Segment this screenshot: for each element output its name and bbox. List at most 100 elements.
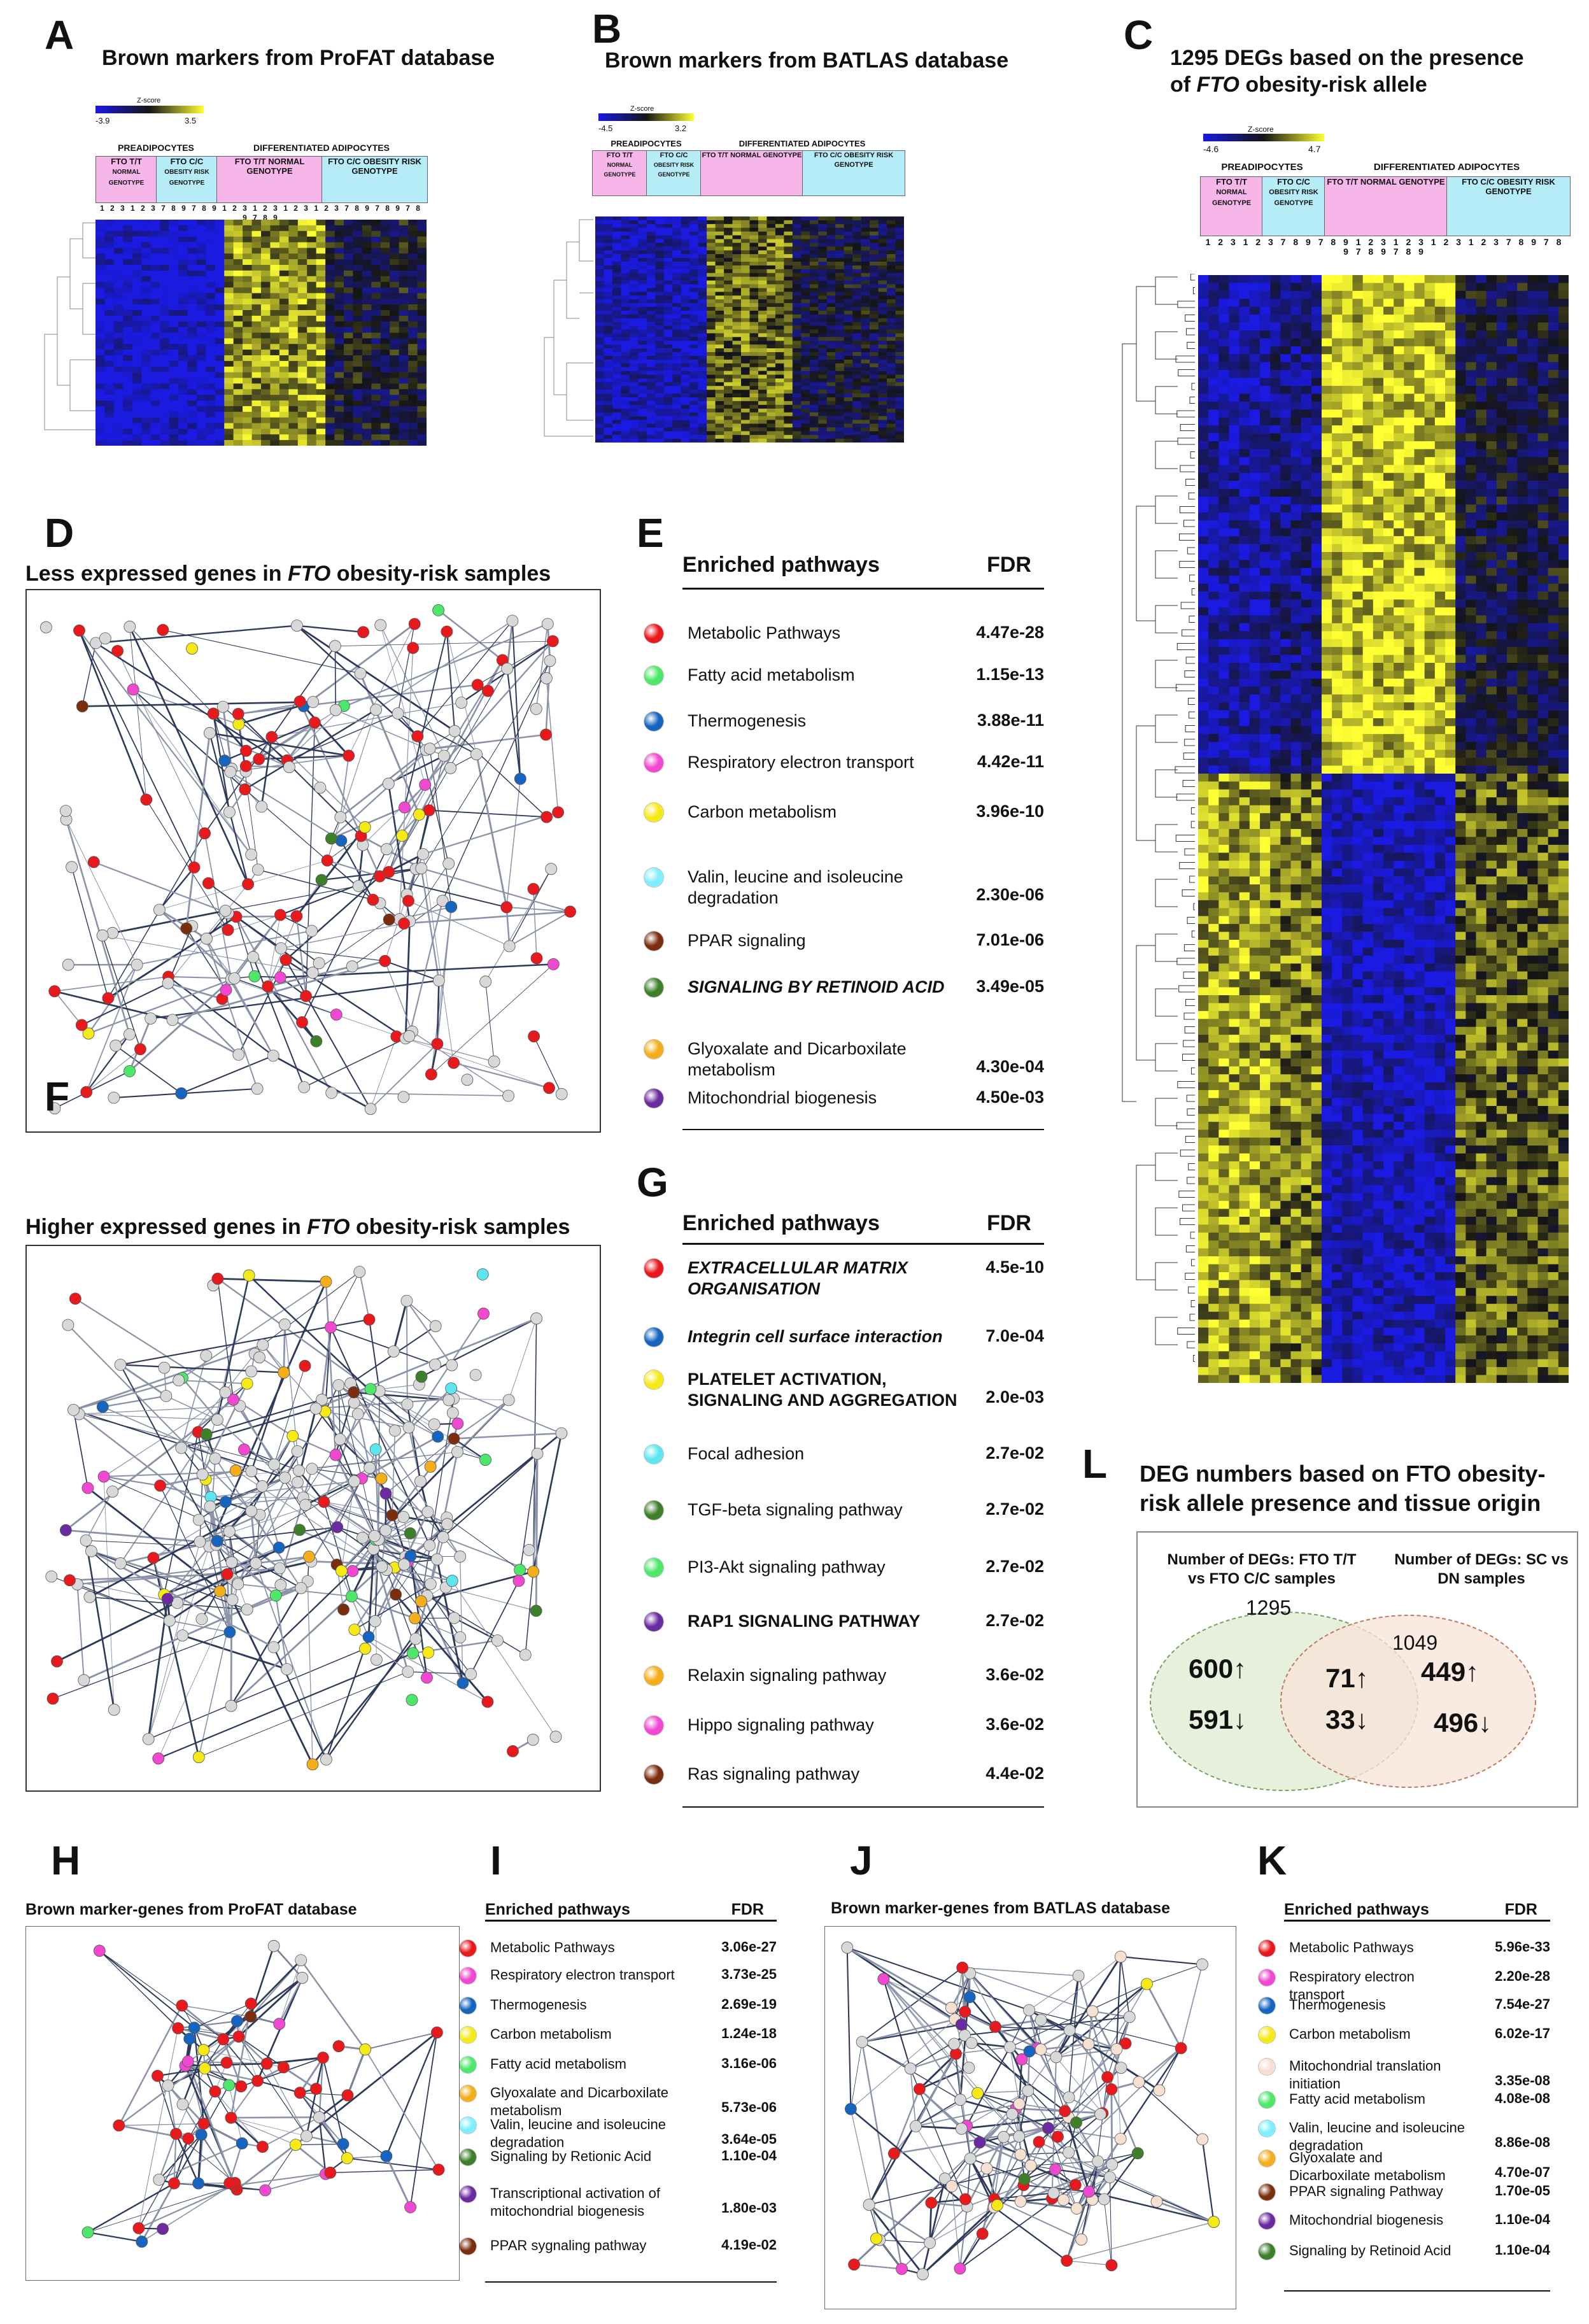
heatmap-cell [344,360,353,367]
heatmap-cell [724,284,733,288]
heatmap-cell [595,250,604,255]
heatmap-cell [698,325,707,330]
heatmap-cell [344,389,353,395]
heatmap-cell [1301,512,1312,521]
heatmap-cell [672,295,682,300]
heatmap-cell [852,390,861,394]
heatmap-cell [612,310,621,315]
heatmap-cell [325,344,335,350]
heatmap-cell [689,427,698,432]
heatmap-cell [353,293,363,299]
heatmap-cell [325,281,335,288]
heatmap-cell [1280,544,1291,553]
heatmap-cell [1404,401,1415,410]
heatmap-cell [1414,315,1425,323]
heatmap-cell [334,400,344,407]
heatmap-cell [655,427,665,432]
heatmap-cell [362,440,372,446]
heatmap-cell [870,371,879,375]
heatmap-cell [123,293,133,299]
heatmap-cell [801,295,810,300]
heatmap-cell [792,243,802,247]
heatmap-cell [801,397,810,402]
heatmap-cell [362,338,372,344]
heatmap-cell [1414,386,1425,394]
dendrogram-a [44,222,99,430]
heatmap-cell [835,333,844,337]
heatmap-cell [749,265,759,270]
heatmap-cell [646,295,656,300]
heatmap-cell [215,225,225,232]
heatmap-cell [417,366,427,372]
heatmap-cell [215,360,225,367]
heatmap-cell [215,293,225,299]
fto-cc-pre-header-b: FTO C/C OBESITY RISK GENOTYPE [646,150,702,196]
heatmap-cell [141,304,151,311]
heatmap-cell [612,250,621,255]
heatmap-cell [861,322,870,326]
heatmap-cell [270,366,280,372]
heatmap-cell [95,265,105,271]
heatmap-cell [595,400,604,406]
heatmap-cell [715,416,724,420]
heatmap-cell [707,390,716,394]
heatmap-cell [1342,560,1353,569]
heatmap-cell [1465,425,1476,434]
heatmap-cell [741,216,750,221]
heatmap-cell [1383,370,1394,378]
heatmap-cell [1270,299,1281,308]
heatmap-cell [1476,315,1487,323]
heatmap-cell [325,230,335,237]
heatmap-cell [655,412,665,416]
heatmap-cell [681,258,690,262]
heatmap-cell [224,338,234,344]
heatmap-cell [870,262,879,266]
heatmap-cell [732,374,742,379]
heatmap-cell [1486,315,1497,323]
heatmap-cell [270,344,280,350]
heatmap-cell [852,280,861,285]
heatmap-cell [1198,330,1209,339]
heatmap-cell [629,400,639,406]
heatmap-cell [1322,457,1332,465]
heatmap-cell [390,411,399,418]
heatmap-cell [681,423,690,428]
heatmap-cell [792,273,802,277]
heatmap-cell [270,321,280,327]
heatmap-cell [852,223,861,229]
heatmap-cell [243,242,252,248]
heatmap-cell [741,390,750,394]
heatmap-cell [1260,504,1271,513]
heatmap-cell [887,382,896,386]
heatmap-cell [215,366,225,372]
heatmap-cell [878,397,887,402]
heatmap-cell [663,439,673,443]
heatmap-cell [1208,401,1219,410]
heatmap-cell [1260,322,1271,331]
heatmap-cell [104,315,115,322]
heatmap-cell [689,262,698,266]
heatmap-cell [826,337,836,341]
heatmap-cell [233,304,243,311]
heatmap-cell [196,281,206,288]
heatmap-cell [1496,362,1508,371]
heatmap-cell [784,404,793,409]
heatmap-cell [775,269,784,274]
heatmap-cell [1311,520,1322,529]
heatmap-cell [399,400,409,407]
heatmap-cell [1322,488,1332,497]
heatmap-cell [187,400,197,407]
heatmap-cell [279,253,289,260]
heatmap-cell [325,423,335,429]
heatmap-cell [715,408,724,413]
heatmap-cell [279,248,289,254]
heatmap-cell [307,281,316,288]
heatmap-cell [861,363,870,367]
heatmap-cell [792,292,802,296]
heatmap-cell [698,246,707,251]
heatmap-cell [758,427,767,432]
heatmap-cell [870,276,879,281]
heatmap-cell [638,431,647,436]
heatmap-cell [150,253,160,260]
heatmap-cell [818,284,828,288]
